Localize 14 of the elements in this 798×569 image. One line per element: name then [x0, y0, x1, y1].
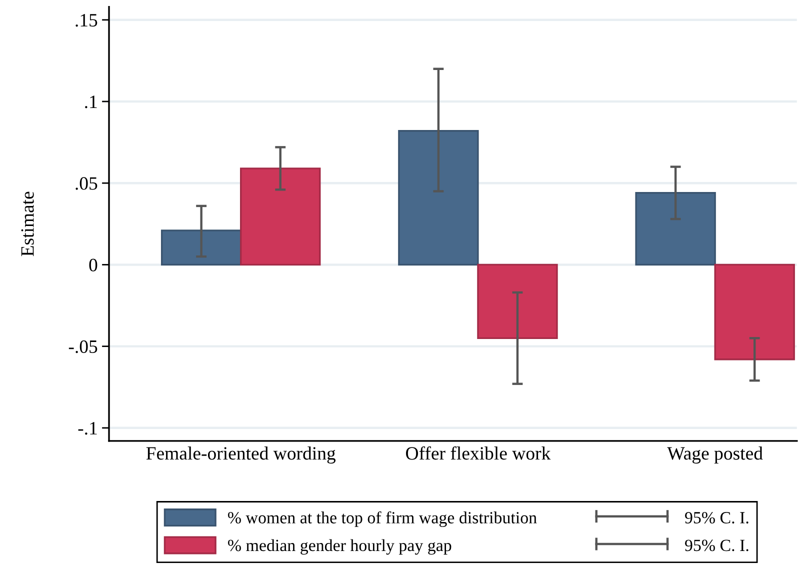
- y-tick-label: .15: [76, 14, 98, 27]
- y-tick-label: .1: [85, 96, 97, 108]
- y-tick-label: -.05: [68, 340, 98, 354]
- legend-label: % median gender hourly pay gap: [228, 539, 452, 555]
- x-tick-label: Female-oriented wording: [146, 446, 336, 464]
- text: 95% C. I.: [685, 540, 748, 552]
- legend-label: % women at the top of firm wage distribution: [228, 511, 537, 527]
- x-tick-label: Wage posted: [667, 446, 763, 464]
- y-tick-label: -.1: [78, 422, 97, 435]
- x-tick-label: Offer flexible work: [406, 446, 551, 460]
- y-tick-label: 0: [89, 258, 98, 272]
- y-tick-label: .05: [76, 177, 98, 190]
- y-axis-title: Estimate: [21, 192, 34, 256]
- text: 95% C. I.: [685, 512, 748, 524]
